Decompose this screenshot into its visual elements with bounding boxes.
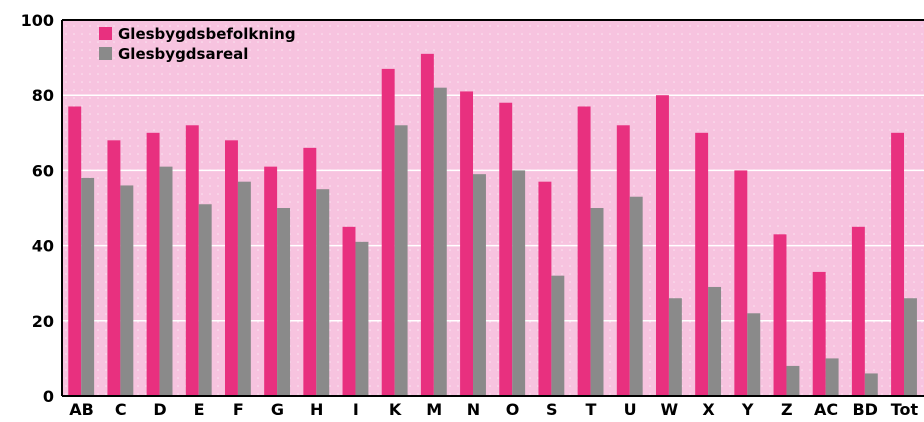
x-tick-label: K — [389, 400, 402, 419]
y-tick-label: 0 — [43, 387, 54, 406]
bar-glesbygdsareal — [708, 286, 722, 396]
bar-glesbygdsareal — [825, 358, 839, 396]
bar-glesbygdsbefolkning — [577, 106, 591, 396]
bar-glesbygdsbefolkning — [538, 181, 552, 396]
bar-glesbygdsareal — [237, 181, 251, 396]
x-tick-label: AC — [814, 400, 838, 419]
y-tick-label: 40 — [32, 237, 54, 256]
bar-glesbygdsareal — [473, 174, 486, 396]
bar-glesbygdsbefolkning — [812, 271, 826, 396]
x-tick-label: D — [153, 400, 166, 419]
legend-swatch — [99, 27, 112, 40]
bar-glesbygdsareal — [590, 208, 604, 396]
bar-glesbygdsbefolkning — [146, 132, 160, 397]
y-tick-label: 80 — [32, 86, 54, 105]
bar-glesbygdsbefolkning — [264, 166, 278, 396]
bar-glesbygdsbefolkning — [460, 91, 474, 396]
bar-glesbygdsbefolkning — [851, 226, 865, 396]
bar-glesbygdsbefolkning — [695, 132, 709, 397]
y-axis-ticks: 0 20 40 60 80 100 — [21, 11, 54, 406]
bar-glesbygdsbefolkning — [303, 147, 317, 396]
y-tick-label: 60 — [32, 161, 54, 180]
bar-glesbygdsareal — [394, 125, 408, 396]
bar-glesbygdsareal — [316, 189, 330, 396]
bar-glesbygdsbefolkning — [616, 125, 630, 396]
bar-glesbygdsareal — [512, 170, 526, 396]
bar-glesbygdsareal — [159, 166, 173, 396]
bar-glesbygdsareal — [864, 373, 878, 396]
bar-glesbygdsbefolkning — [381, 68, 395, 396]
x-tick-label: H — [310, 400, 323, 419]
x-tick-label: M — [426, 400, 442, 419]
bar-glesbygdsareal — [786, 365, 800, 396]
bar-glesbygdsareal — [277, 208, 291, 396]
bar-glesbygdsareal — [81, 177, 95, 396]
bar-glesbygdsbefolkning — [773, 234, 787, 396]
bar-glesbygdsareal — [551, 275, 565, 396]
bar-glesbygdsareal — [747, 313, 761, 396]
bar-glesbygdsareal — [629, 196, 643, 396]
x-axis-ticks: AB C D E F G H I K M N O S T U W X Y Z AC BD Tot — [69, 400, 918, 419]
bar-glesbygdsareal — [433, 87, 447, 397]
bar-glesbygdsbefolkning — [185, 125, 199, 396]
x-tick-label: N — [467, 400, 480, 419]
bar-glesbygdsareal — [355, 241, 369, 396]
x-tick-label: Z — [781, 400, 793, 419]
bar-glesbygdsbefolkning — [107, 140, 121, 396]
y-tick-label: 20 — [32, 312, 54, 331]
bar-glesbygdsareal — [120, 185, 134, 396]
bar-glesbygdsbefolkning — [891, 132, 905, 397]
bars — [68, 53, 917, 397]
bar-glesbygdsareal — [904, 298, 917, 396]
x-tick-label: U — [624, 400, 637, 419]
x-tick-label: T — [585, 400, 596, 419]
x-tick-label: X — [702, 400, 715, 419]
legend-label: Glesbygdsbefolkning — [118, 25, 296, 43]
x-tick-label: I — [353, 400, 359, 419]
bar-glesbygdsareal — [198, 204, 212, 396]
legend: Glesbygdsbefolkning Glesbygdsareal — [99, 25, 296, 63]
bar-glesbygdsbefolkning — [224, 140, 238, 396]
legend-swatch — [99, 47, 112, 60]
bar-glesbygdsbefolkning — [655, 95, 669, 396]
legend-label: Glesbygdsareal — [118, 45, 248, 63]
bar-glesbygdsbefolkning — [342, 226, 356, 396]
bar-glesbygdsbefolkning — [420, 53, 434, 397]
x-tick-label: S — [546, 400, 558, 419]
bar-glesbygdsbefolkning — [499, 102, 513, 396]
bar-glesbygdsareal — [668, 298, 682, 396]
x-tick-label: E — [194, 400, 205, 419]
x-tick-label: BD — [852, 400, 877, 419]
bar-glesbygdsbefolkning — [734, 170, 748, 396]
x-tick-label: Tot — [891, 400, 919, 419]
x-tick-label: C — [115, 400, 127, 419]
x-tick-label: Y — [741, 400, 754, 419]
x-tick-label: O — [506, 400, 520, 419]
axes — [61, 19, 924, 397]
bar-glesbygdsbefolkning — [68, 106, 82, 396]
x-tick-label: F — [233, 400, 244, 419]
x-tick-label: W — [660, 400, 678, 419]
x-tick-label: G — [271, 400, 284, 419]
x-tick-label: AB — [69, 400, 94, 419]
y-tick-label: 100 — [21, 11, 54, 30]
